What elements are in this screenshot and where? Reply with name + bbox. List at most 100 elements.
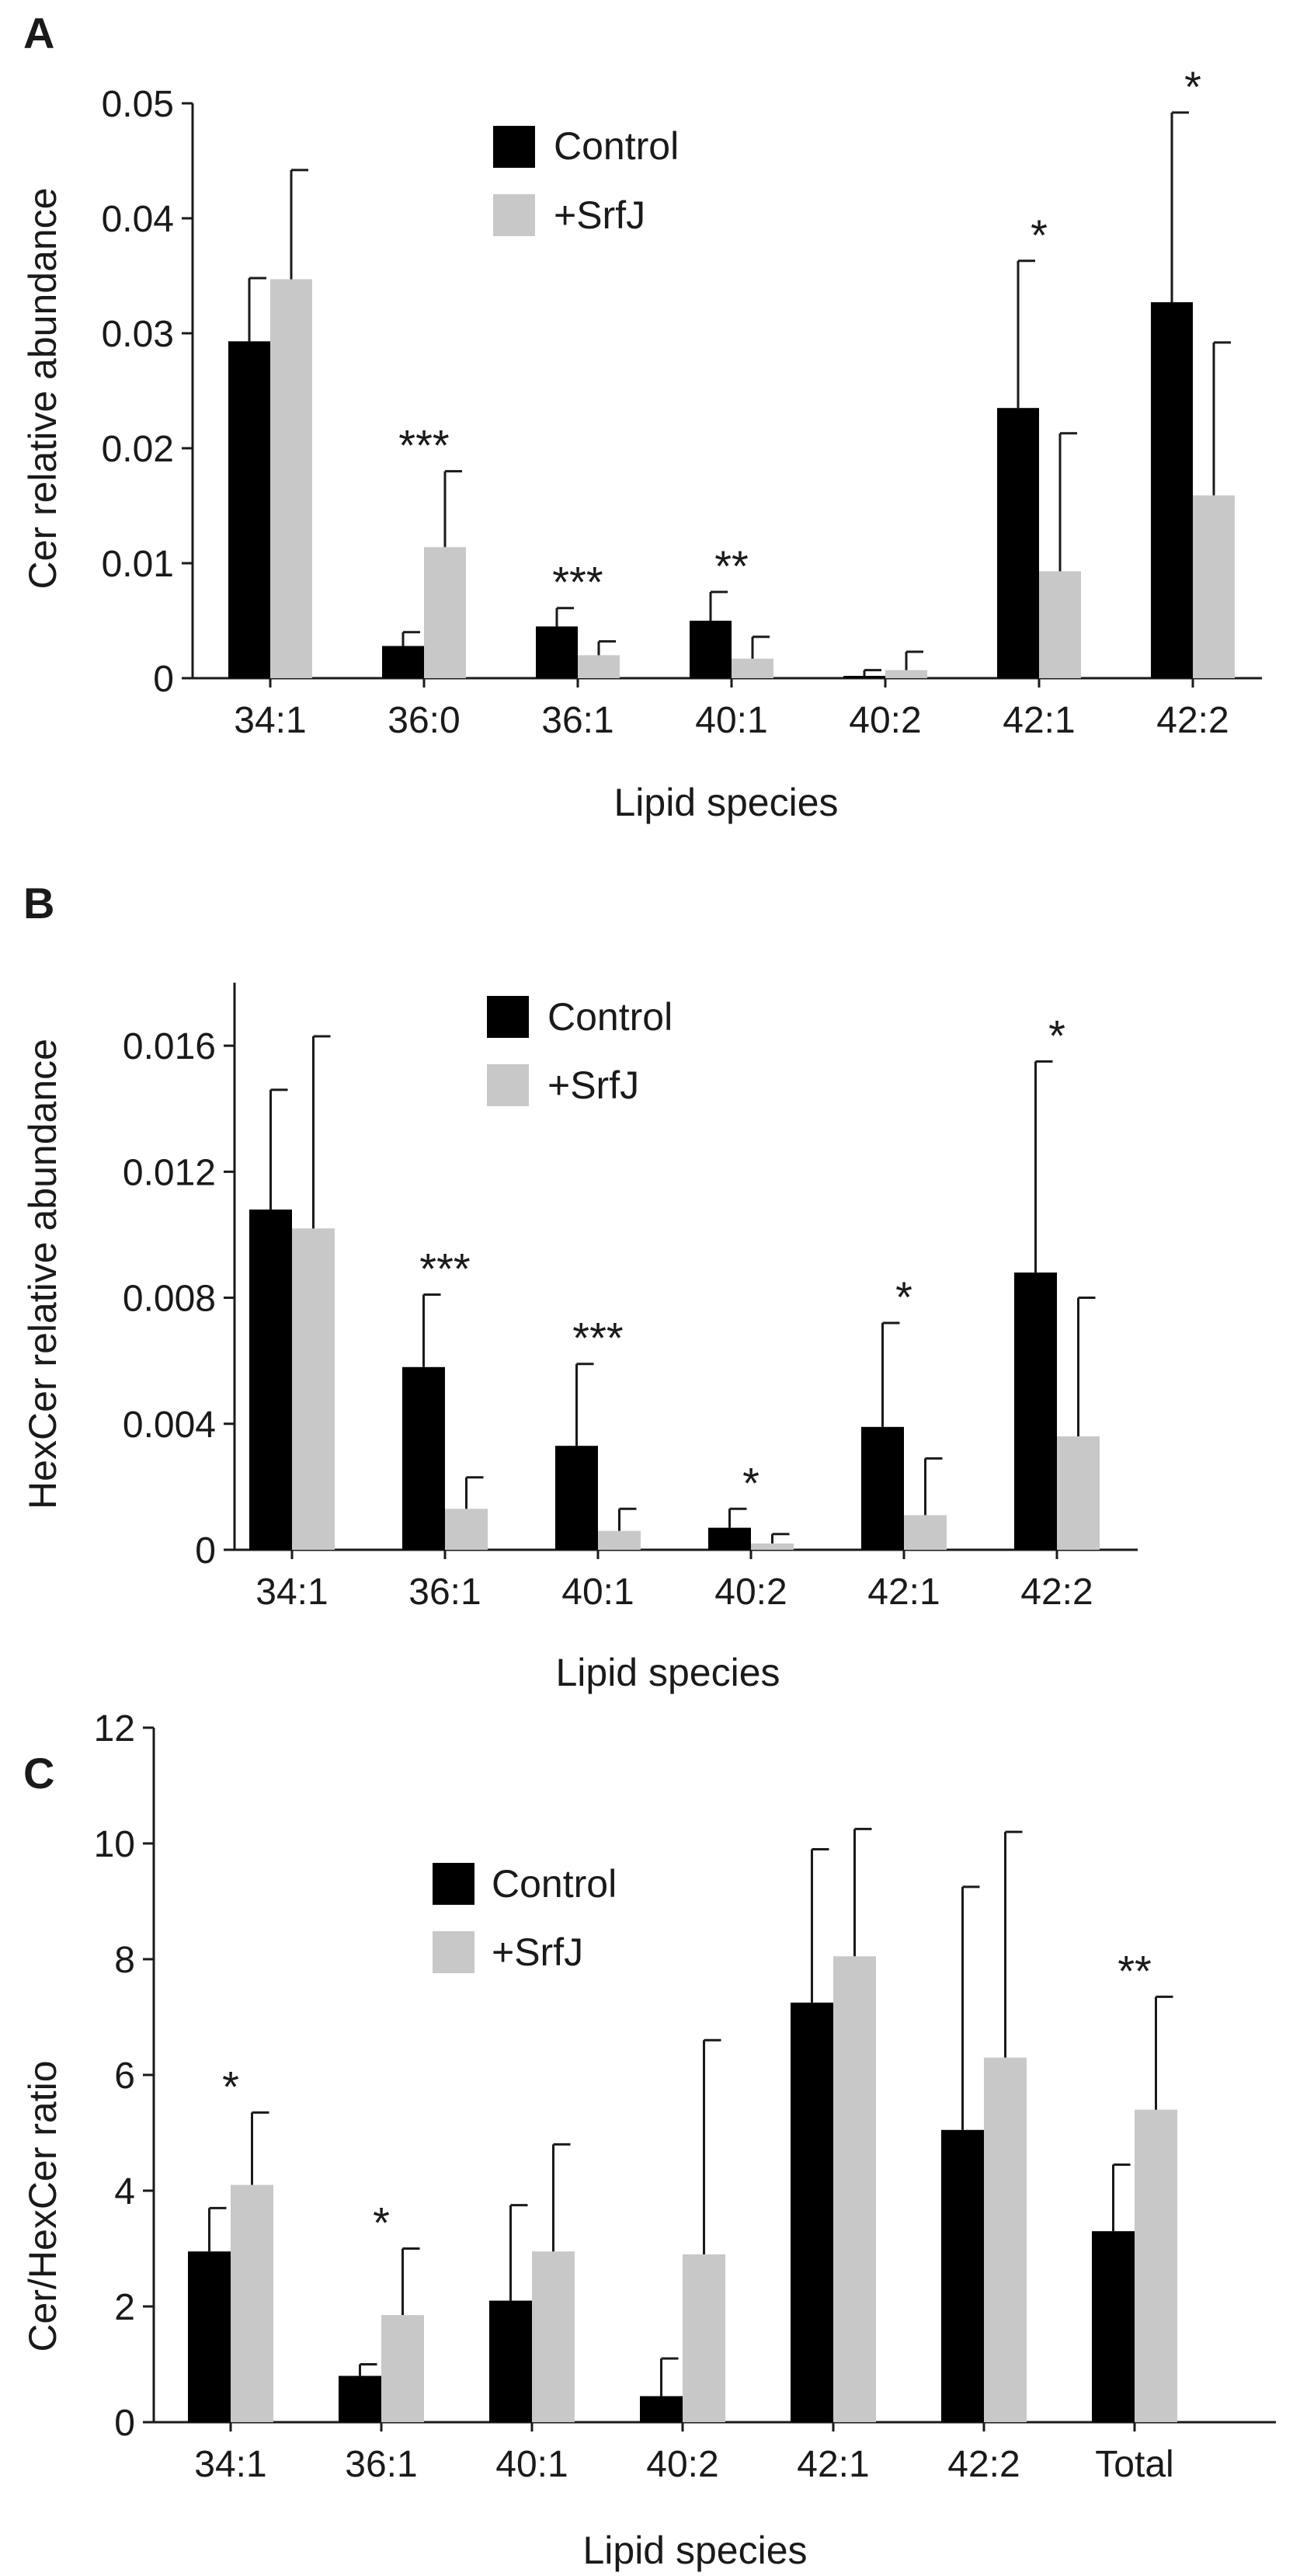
panel-b-bar-srfj (751, 1543, 794, 1550)
panel-a-ytick-label: 0.04 (102, 199, 174, 240)
panel-a-bar-control (690, 621, 732, 678)
panel-b-ytick-label: 0.012 (123, 1152, 216, 1193)
panel-c-ytick-label: 4 (114, 2171, 135, 2212)
panel-b-bar-control (249, 1210, 292, 1550)
panel-b-bar-srfj (904, 1515, 947, 1550)
panel-c-ytick-label: 2 (114, 2287, 135, 2328)
panel-b-bar-control (402, 1366, 445, 1550)
panel-b-significance: *** (572, 1314, 623, 1363)
panel-a-xlabel: Lipid species (613, 781, 838, 824)
panel-c-bar-srfj (1135, 2109, 1177, 2422)
panel-a-bar-srfj (270, 279, 312, 678)
panel-b-ytick-label: 0.004 (123, 1405, 216, 1446)
panel-a-legend-swatch-control (493, 126, 535, 168)
panel-b-bar-srfj (445, 1509, 488, 1550)
panel-b-legend-label-control: Control (547, 995, 673, 1039)
panel-a-bar-srfj (1039, 571, 1081, 678)
panel-a-bar-control (1151, 302, 1193, 678)
panel-c-legend-label-srfj: +SrfJ (492, 1930, 583, 1974)
panel-a-significance: * (1031, 211, 1048, 259)
panel-a-bar-control (536, 626, 578, 678)
panel-c-xtick-label: 40:1 (495, 2444, 568, 2485)
panel-b-significance: * (1048, 1011, 1065, 1060)
panel-b-bar-srfj (598, 1530, 641, 1550)
panel-b-bar-control (861, 1426, 904, 1550)
panel-b-significance: * (895, 1272, 912, 1321)
panel-c-ytick-label: 8 (114, 1940, 135, 1981)
panel-a-bar-srfj (1193, 495, 1235, 678)
panel-b-xtick-label: 34:1 (255, 1572, 328, 1613)
panel-b-letter: B (23, 879, 54, 928)
panel-c-legend-swatch-srfj (433, 1931, 474, 1973)
panel-c-plot: 0 2 4 6 8 10 12 34:1 * 36:1 * 40:1 40:2 42:1 42:2 Total… (94, 1708, 1276, 2485)
panel-a-xtick-label: 34:1 (234, 700, 306, 741)
panel-a-xtick-label: 42:1 (1003, 700, 1075, 741)
panel-c-ytick-label: 12 (94, 1708, 135, 1749)
panel-c-ytick-label: 0 (114, 2403, 135, 2444)
panel-c-bar-srfj (984, 2057, 1027, 2422)
panel-a-xtick-label: 36:1 (541, 700, 613, 741)
panel-b-legend-swatch-control (487, 996, 529, 1038)
panel-c-bar-control (640, 2396, 683, 2422)
panel-a-ytick-label: 0.03 (102, 314, 174, 355)
panel-a-legend-swatch-srfj (493, 194, 535, 236)
panel-b-xtick-label: 40:1 (561, 1572, 634, 1613)
panel-b: B HexCer relative abundance Lipid specie… (21, 879, 1138, 1694)
panel-c-bar-control (188, 2251, 231, 2422)
panel-b-ytick-label: 0 (195, 1530, 216, 1572)
panel-b-xtick-label: 42:1 (867, 1572, 940, 1613)
panel-c-significance: * (373, 2198, 390, 2247)
panel-c-bar-srfj (532, 2251, 575, 2422)
panel-c-legend-label-control: Control (492, 1862, 617, 1906)
panel-c-bar-control (1092, 2231, 1135, 2422)
panel-c-bar-control (489, 2300, 532, 2422)
panel-b-significance: *** (419, 1244, 470, 1293)
panel-c-bar-srfj (231, 2184, 273, 2422)
panel-c-significance: ** (1117, 1946, 1152, 1995)
panel-b-xtick-label: 42:2 (1020, 1572, 1093, 1613)
panel-a-significance: * (1184, 62, 1201, 111)
panel-c-significance: * (222, 2062, 239, 2111)
panel-b-xtick-label: 40:2 (714, 1572, 787, 1613)
panel-a-significance: ** (714, 541, 749, 590)
panel-c-bar-srfj (683, 2254, 725, 2422)
panel-c: C Cer/HexCer ratio Lipid species Control… (21, 1708, 1276, 2572)
panel-a-ytick-label: 0.01 (102, 544, 174, 585)
panel-b-ytick-label: 0.008 (123, 1279, 216, 1320)
panel-c-xtick-label: 42:1 (797, 2444, 869, 2485)
panel-c-bar-control (339, 2376, 381, 2422)
panel-c-legend-swatch-control (433, 1863, 474, 1905)
panel-b-significance: * (742, 1458, 759, 1507)
panel-b-legend-label-srfj: +SrfJ (547, 1063, 639, 1107)
panel-a-ytick-label: 0.02 (102, 429, 174, 470)
panel-a-xtick-label: 36:0 (388, 700, 460, 741)
panel-a-ytick-label: 0 (153, 659, 174, 700)
panel-b-bar-control (1014, 1272, 1057, 1550)
panel-c-xtick-label: 36:1 (345, 2444, 417, 2485)
panel-a-legend: Control +SrfJ (493, 124, 679, 237)
panel-b-ytick-label: 0.016 (123, 1026, 216, 1067)
panel-c-xtick-label: 34:1 (194, 2444, 266, 2485)
panel-a-bar-control (382, 646, 424, 678)
panel-b-ylabel: HexCer relative abundance (21, 1039, 64, 1509)
panel-b-bar-control (555, 1446, 598, 1550)
panel-c-bar-control (791, 2002, 833, 2422)
panel-c-ylabel: Cer/HexCer ratio (21, 2060, 64, 2351)
panel-c-legend: Control +SrfJ (433, 1862, 617, 1974)
panel-a-legend-label-control: Control (554, 124, 679, 168)
panel-c-bar-srfj (381, 2315, 424, 2422)
panel-c-bar-srfj (833, 1956, 876, 2422)
panel-a-bar-control (997, 408, 1039, 678)
panel-a-xtick-label: 40:2 (849, 700, 921, 741)
panel-a-bar-srfj (885, 670, 927, 678)
panel-c-xtick-label: Total (1095, 2444, 1173, 2485)
panel-c-xtick-label: 40:2 (646, 2444, 718, 2485)
panel-c-ytick-label: 6 (114, 2056, 135, 2097)
panel-c-letter: C (23, 1749, 54, 1798)
panel-a-ylabel: Cer relative abundance (21, 188, 64, 590)
panel-a-xtick-label: 40:1 (695, 700, 767, 741)
panel-a-legend-label-srfj: +SrfJ (554, 193, 645, 237)
panel-b-xlabel: Lipid species (555, 1651, 780, 1694)
panel-c-xlabel: Lipid species (582, 2529, 807, 2572)
